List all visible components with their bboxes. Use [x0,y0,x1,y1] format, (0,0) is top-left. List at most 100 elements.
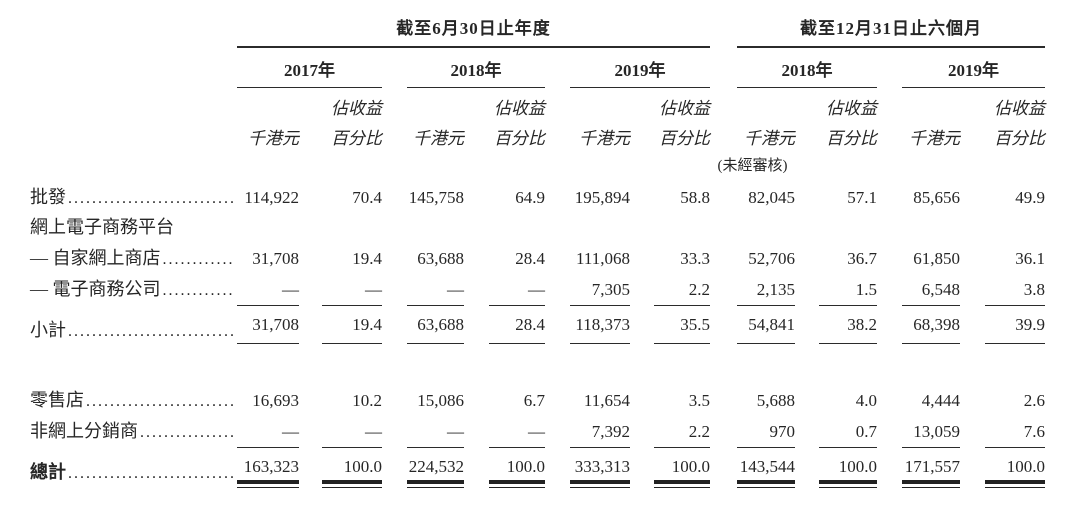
value-cell: 2,135 [710,274,795,305]
value-cell: 10.2 [299,385,382,416]
row-label: 批發 [30,187,66,207]
cell-value: 63,688 [417,249,464,268]
value-cell: — [464,274,545,305]
value-cell: 19.4 [299,243,382,274]
cell-value: 195,894 [574,188,630,207]
cell-value: 31,708 [252,249,299,268]
value-cell: 38.2 [795,305,877,349]
pct-header-line2: 百分比 [994,129,1045,148]
value-cell: — [382,416,464,447]
table-body: 批發......................................… [30,182,1045,495]
value-cell: — [237,274,299,305]
value-cell [795,213,877,243]
cell-value: 143,544 [737,447,795,488]
pct-header-line1: 佔收益 [494,99,545,118]
row-label: — 電子商務公司 [30,279,161,299]
cell-value: 6.7 [523,391,545,410]
value-cell: 4,444 [877,385,960,416]
value-cell: 100.0 [630,447,710,495]
cell-value: 100.0 [819,447,877,488]
year-header-fy2017: 2017年 [237,56,382,88]
pct-header-line2: 百分比 [331,129,382,148]
cell-value: 70.4 [352,188,382,207]
value-cell: 100.0 [464,447,545,495]
cell-value: 33.3 [680,249,710,268]
table-row: 非網上分銷商..................................… [30,416,1045,447]
cell-value: 2.2 [688,280,710,299]
cell-value: 19.4 [352,249,382,268]
cell-value: 145,758 [408,188,464,207]
cell-value: 82,045 [748,188,795,207]
cell-value: — [365,422,382,441]
value-cell: 114,922 [237,182,299,213]
cell-value: 36.1 [1015,249,1045,268]
row-label-cell: — 自家網上商店................................… [30,243,237,274]
cell-value: 15,086 [417,391,464,410]
value-cell: 58.8 [630,182,710,213]
value-cell: 82,045 [710,182,795,213]
value-cell: — [299,416,382,447]
spacer-row [30,349,1045,385]
row-label: — 自家網上商店 [30,248,161,268]
cell-value: 19.4 [322,305,382,344]
cell-value: — [282,280,299,299]
row-label: 總計 [30,462,66,482]
value-cell: — [382,274,464,305]
cell-value: 6,548 [921,280,960,299]
value-cell: 31,708 [237,243,299,274]
unit-header: 千港元 [909,129,960,148]
cell-value: 111,068 [576,249,630,268]
cell-value: — [365,280,382,299]
cell-value: 38.2 [819,305,877,344]
value-cell: 49.9 [960,182,1045,213]
value-cell: 163,323 [237,447,299,495]
value-cell: 28.4 [464,243,545,274]
period-group-header-interim: 截至12月31日止六個月 [737,14,1045,48]
cell-value: 85,656 [913,188,960,207]
year-header-6m2018: 2018年 [737,56,877,88]
value-cell: 11,654 [545,385,630,416]
cell-value: 10.2 [352,391,382,410]
cell-value: 1.5 [855,280,877,299]
cell-value: 52,706 [748,249,795,268]
dot-leader: ........................................… [140,424,235,441]
pct-header-line2: 百分比 [659,129,710,148]
value-cell [545,213,630,243]
pct-header-line2: 百分比 [826,129,877,148]
value-cell: 57.1 [795,182,877,213]
row-label-cell: 總計......................................… [30,447,237,495]
row-label-cell: — 電子商務公司................................… [30,274,237,305]
cell-value: — [447,280,464,299]
cell-value: 4.0 [855,391,877,410]
value-cell: 6.7 [464,385,545,416]
value-cell [299,213,382,243]
value-cell: 145,758 [382,182,464,213]
cell-value: 11,654 [583,391,630,410]
pct-header-line1: 佔收益 [331,99,382,118]
value-cell: 31,708 [237,305,299,349]
value-cell: — [464,416,545,447]
cell-value: 171,557 [902,447,960,488]
value-cell: 3.8 [960,274,1045,305]
value-cell: 54,841 [710,305,795,349]
cell-value: — [528,280,545,299]
cell-value: 163,323 [237,447,299,488]
value-cell: 100.0 [960,447,1045,495]
value-cell: 13,059 [877,416,960,447]
pct-header-line1: 佔收益 [659,99,710,118]
cell-value: 333,313 [570,447,630,488]
value-cell: 195,894 [545,182,630,213]
cell-value: 100.0 [654,447,710,488]
value-cell: 0.7 [795,416,877,447]
value-cell: 39.9 [960,305,1045,349]
value-cell: 68,398 [877,305,960,349]
cell-value: 7,392 [591,422,630,441]
value-cell: 5,688 [710,385,795,416]
dot-leader: ........................................… [68,323,235,340]
table-row: 小計......................................… [30,305,1045,349]
row-label-cell: 批發......................................… [30,182,237,213]
cell-value: 31,708 [237,305,299,344]
value-cell: 100.0 [795,447,877,495]
value-cell: 33.3 [630,243,710,274]
cell-value: 58.8 [680,188,710,207]
